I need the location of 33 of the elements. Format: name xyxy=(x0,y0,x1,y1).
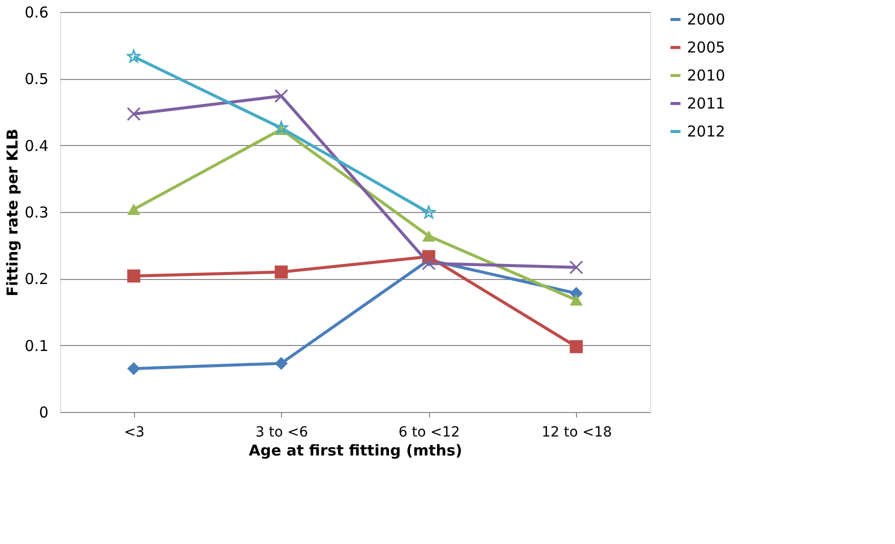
point xyxy=(422,256,436,270)
point xyxy=(274,89,288,103)
point xyxy=(126,107,141,121)
point xyxy=(127,269,140,283)
y-tick-label: 0.1 xyxy=(24,336,48,355)
y-axis-title: Fitting rate per KLB xyxy=(4,128,22,296)
x-axis-title: Age at first fitting (mths) xyxy=(248,442,462,460)
point xyxy=(127,362,140,376)
point xyxy=(422,206,436,218)
x-tick-label: 6 to <12 xyxy=(398,424,460,440)
y-tick-label: 0.4 xyxy=(24,136,48,155)
y-tick-label: 0.3 xyxy=(24,204,48,222)
x-tick-label: 3 to <6 xyxy=(256,424,308,440)
legend-label: 2010 xyxy=(687,66,726,84)
x-tick-label: 12 to <18 xyxy=(542,424,612,440)
point xyxy=(127,50,140,62)
point xyxy=(569,260,584,274)
x-tick-label: <3 xyxy=(124,424,145,440)
point xyxy=(274,265,288,279)
point xyxy=(274,356,288,370)
y-tick-label: 0.5 xyxy=(24,70,48,88)
legend-label: 2012 xyxy=(687,122,726,140)
y-tick-label: 0 xyxy=(38,404,48,422)
y-tick-label: 0.2 xyxy=(24,270,48,288)
legend-label: 2000 xyxy=(687,10,726,28)
legend-label: 2005 xyxy=(687,38,726,56)
point xyxy=(422,230,436,242)
legend-label: 2011 xyxy=(687,94,726,112)
point xyxy=(570,294,583,306)
y-tick-label: 0.6 xyxy=(24,4,48,22)
point xyxy=(570,340,583,354)
point xyxy=(274,121,288,134)
point xyxy=(127,204,140,215)
